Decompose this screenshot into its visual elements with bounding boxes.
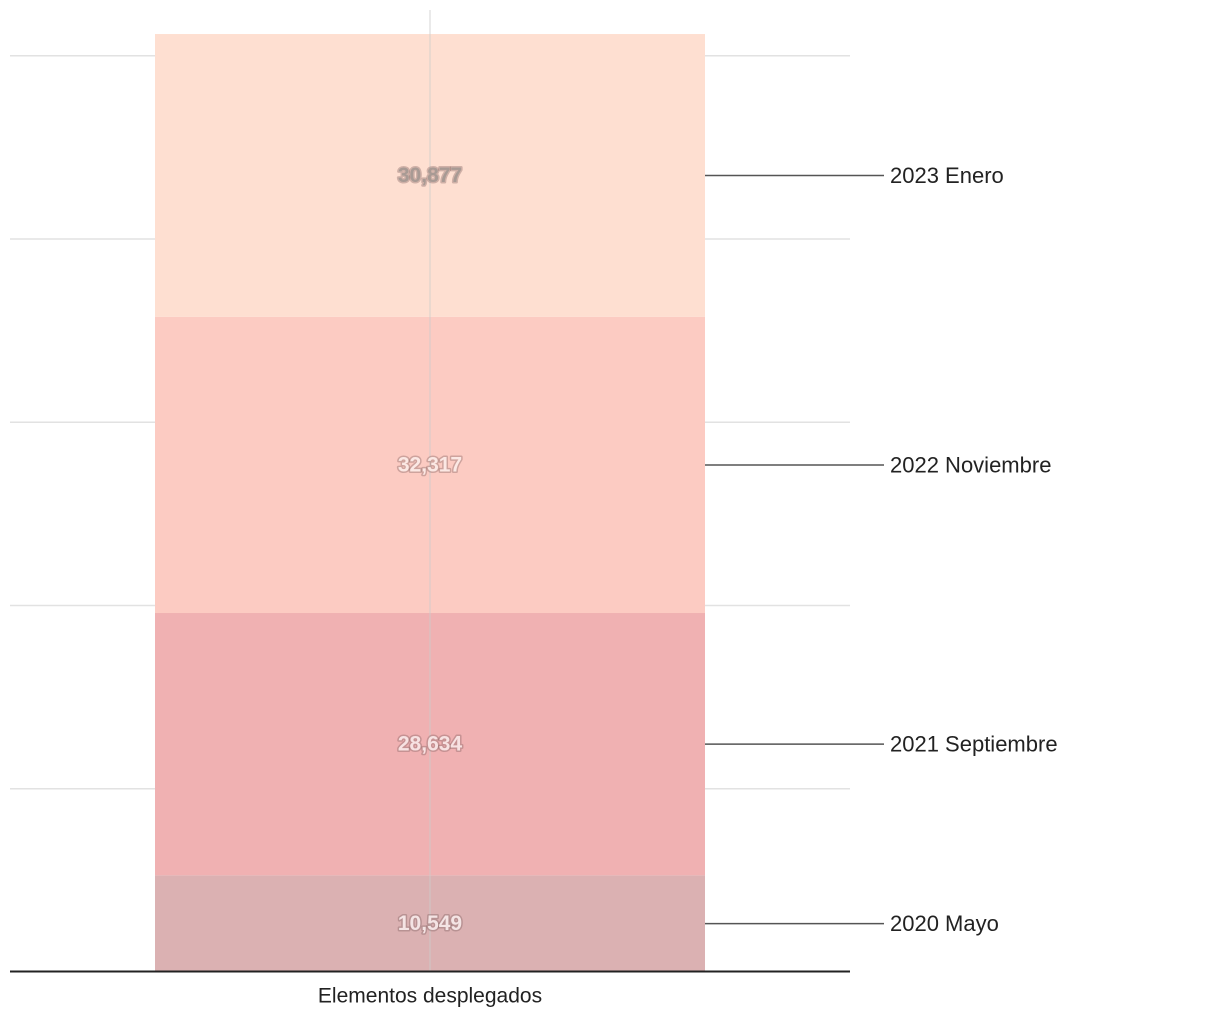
segment-value-label: 28,634 (398, 733, 463, 756)
category-leader-lines (705, 174, 884, 925)
segment-value-label: 32,317 (398, 453, 462, 476)
x-category-label: Elementos desplegados (318, 985, 542, 1008)
series-label: 2023 Enero (890, 163, 1004, 188)
series-label: 2020 Mayo (890, 911, 999, 936)
segment-value-label: 30,877 (398, 164, 462, 187)
series-label: 2021 Septiembre (890, 732, 1058, 757)
segment-value-label: 10,549 (398, 912, 462, 935)
segment-value-labels: 10,549 28,634 32,317 30,877 (396, 162, 464, 936)
category-labels: 2020 Mayo 2021 Septiembre 2022 Noviembre 20… (890, 163, 1058, 936)
series-label: 2022 Noviembre (890, 452, 1051, 477)
